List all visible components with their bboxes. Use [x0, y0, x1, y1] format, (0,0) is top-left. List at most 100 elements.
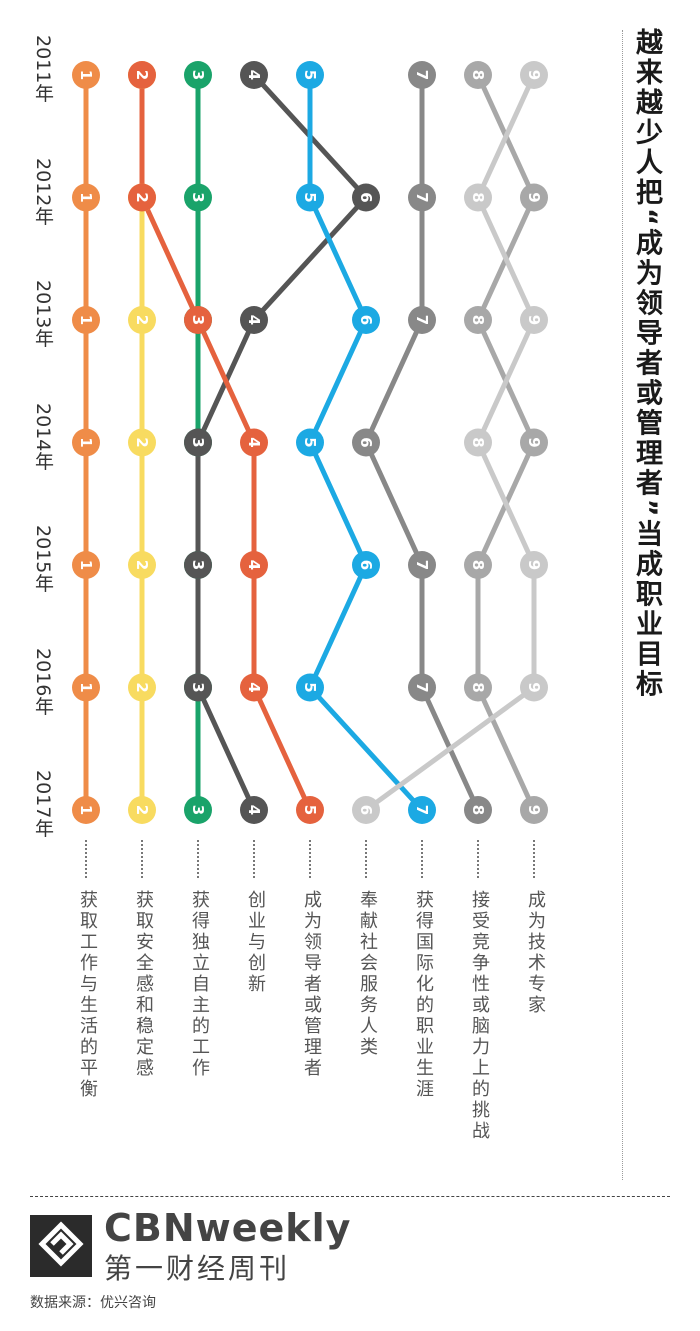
title-divider — [622, 30, 623, 1180]
rank-dot — [72, 673, 100, 702]
rank-dot — [408, 673, 436, 702]
rank-number: 6 — [357, 192, 375, 202]
rank-dot — [72, 61, 100, 89]
rank-dot — [240, 428, 268, 457]
rank-marker: 3 — [184, 551, 212, 579]
rank-dot — [72, 183, 100, 212]
rank-number: 8 — [469, 70, 487, 80]
rank-marker: 6 — [352, 551, 380, 579]
rank-number: 6 — [357, 805, 375, 815]
category-leader-dots — [253, 840, 255, 878]
rank-marker: 1 — [72, 551, 100, 579]
category-label: 获得国际化的职业生涯 — [413, 890, 434, 1100]
rank-marker: 2 — [128, 673, 156, 702]
rank-dot — [72, 551, 100, 579]
rank-number: 8 — [469, 805, 487, 815]
rank-marker: 9 — [520, 551, 548, 579]
rank-number: 4 — [245, 682, 263, 692]
category-leader-dots — [533, 840, 535, 878]
rank-number: 9 — [525, 805, 543, 815]
year-label: 2012年 — [32, 157, 54, 225]
rank-number: 1 — [77, 805, 95, 815]
category-label: 获得独立自主的工作 — [189, 890, 210, 1079]
rank-number: 5 — [301, 437, 319, 447]
rank-dot — [128, 61, 156, 89]
rank-number: 2 — [133, 315, 151, 325]
rank-marker: 1 — [72, 796, 100, 824]
rank-marker: 4 — [240, 551, 268, 579]
rank-number: 5 — [301, 682, 319, 692]
rank-marker: 3 — [184, 61, 212, 89]
rank-dot — [296, 796, 324, 824]
rank-marker: 9 — [520, 673, 548, 702]
rank-marker: 8 — [464, 796, 492, 824]
rank-number: 7 — [413, 682, 431, 692]
rank-marker: 3 — [184, 306, 212, 334]
rank-number: 1 — [77, 682, 95, 692]
rank-number: 2 — [133, 192, 151, 202]
category-leader-dots — [309, 840, 311, 878]
rank-marker: 8 — [464, 673, 492, 702]
rank-number: 6 — [357, 560, 375, 570]
category-leader-dots — [197, 840, 199, 878]
rank-marker: 1 — [72, 306, 100, 334]
rank-marker: 8 — [464, 183, 492, 212]
rank-dot — [72, 306, 100, 334]
rank-number: 8 — [469, 437, 487, 447]
series-line-9 — [364, 73, 537, 813]
rank-number: 7 — [413, 192, 431, 202]
rank-number: 1 — [77, 560, 95, 570]
rank-number: 5 — [301, 70, 319, 80]
footer-divider — [30, 1196, 670, 1197]
rank-dot — [240, 306, 268, 334]
rank-marker: 1 — [72, 428, 100, 457]
rank-number: 5 — [301, 805, 319, 815]
rank-marker: 5 — [296, 428, 324, 457]
rank-number: 4 — [245, 437, 263, 447]
rank-dot — [240, 673, 268, 702]
rank-number: 2 — [133, 682, 151, 692]
rank-marker: 1 — [72, 673, 100, 702]
category-label: 获取工作与生活的平衡 — [77, 890, 98, 1100]
rank-dot — [464, 796, 492, 824]
rank-marker: 7 — [408, 306, 436, 334]
rank-number: 3 — [189, 315, 207, 325]
rank-marker: 5 — [296, 673, 324, 702]
rank-marker: 4 — [240, 61, 268, 89]
rank-number: 1 — [77, 437, 95, 447]
rank-number: 9 — [525, 560, 543, 570]
rank-marker: 7 — [408, 551, 436, 579]
category-leader-dots — [85, 840, 87, 878]
rank-number: 9 — [525, 437, 543, 447]
rank-marker: 6 — [352, 428, 380, 457]
rank-number: 8 — [469, 682, 487, 692]
rank-number: 5 — [301, 192, 319, 202]
rank-number: 7 — [413, 70, 431, 80]
rank-number: 9 — [525, 70, 543, 80]
year-label: 2013年 — [32, 280, 54, 348]
rank-dot — [128, 551, 156, 579]
rank-dot — [520, 306, 548, 334]
rank-marker: 9 — [520, 61, 548, 89]
rank-number: 3 — [189, 437, 207, 447]
rank-dot — [240, 551, 268, 579]
rank-marker: 2 — [128, 183, 156, 212]
rank-number: 1 — [77, 192, 95, 202]
rank-marker: 2 — [128, 306, 156, 334]
category-label: 获取安全感和稳定感 — [133, 890, 154, 1079]
rank-number: 9 — [525, 315, 543, 325]
category-leader-dots — [421, 840, 423, 878]
year-label: 2015年 — [32, 525, 54, 593]
rank-number: 9 — [525, 192, 543, 202]
rank-dot — [184, 673, 212, 702]
series-line-4 — [195, 73, 369, 812]
rank-marker: 7 — [408, 796, 436, 824]
year-label: 2017年 — [32, 770, 54, 838]
rank-number: 2 — [133, 805, 151, 815]
rank-dot — [464, 551, 492, 579]
data-source: 数据来源：优兴咨询 — [30, 1295, 156, 1311]
rank-marker: 2 — [128, 796, 156, 824]
rank-dot — [520, 61, 548, 89]
rank-number: 7 — [413, 560, 431, 570]
category-label: 成为领导者或管理者 — [301, 890, 322, 1079]
